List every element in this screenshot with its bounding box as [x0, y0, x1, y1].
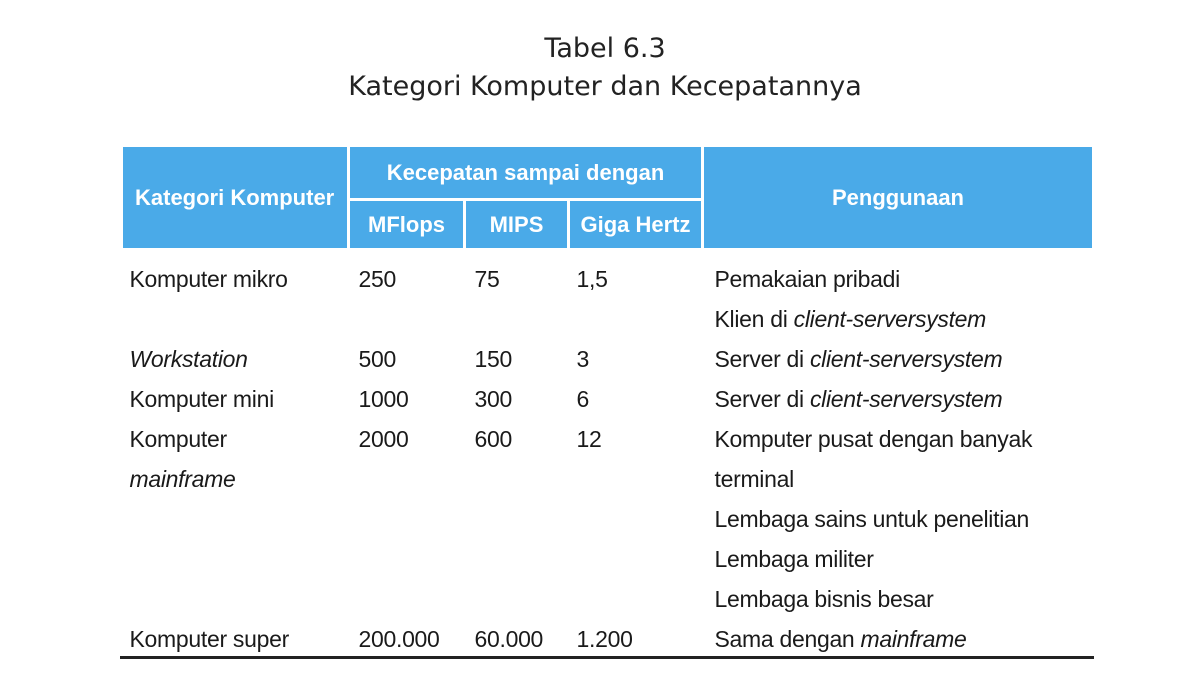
- table-row: Komputer super 200.000 60.000 1.200 Sama…: [122, 619, 1094, 659]
- cell-penggunaan: Pemakaian pribadi Klien di client-server…: [703, 250, 1094, 340]
- cell-penggunaan: Komputer pusat dengan banyak terminal Le…: [703, 419, 1094, 619]
- cell-ghz: 12: [576, 426, 602, 452]
- cell-penggunaan: Server di client-serversystem: [703, 379, 1094, 419]
- cell-mflops: 2000: [358, 426, 409, 452]
- header-mips: MIPS: [463, 198, 570, 251]
- kategori-italic: mainframe: [129, 466, 236, 492]
- cell-ghz: 3: [576, 346, 590, 372]
- cell-mflops: 200.000: [358, 626, 440, 652]
- usage-line: Server di client-serversystem: [715, 339, 1094, 379]
- usage-text: Klien di: [714, 306, 794, 332]
- cell-ghz: 1,5: [576, 266, 608, 292]
- cell-kategori: Komputer mainframe: [122, 419, 349, 619]
- usage-text: Server di: [714, 346, 810, 372]
- header-kecepatan: Kecepatan sampai dengan: [347, 144, 704, 201]
- cell-mips: 60.000: [474, 626, 544, 652]
- table-row: Komputer mikro 250 75 1,5 Pemakaian prib…: [122, 250, 1094, 340]
- computer-category-table: Kategori Komputer Kecepatan sampai denga…: [120, 144, 1095, 659]
- cell-mips: 150: [474, 346, 513, 372]
- usage-italic: client-serversystem: [793, 306, 987, 332]
- usage-line: terminal: [714, 466, 795, 492]
- usage-line: Lembaga militer: [714, 546, 874, 572]
- table-caption: Tabel 6.3 Kategori Komputer dan Kecepata…: [0, 30, 1196, 106]
- cell-ghz: 1.200: [576, 626, 633, 652]
- usage-italic: mainframe: [860, 626, 967, 652]
- usage-line: Pemakaian pribadi: [714, 266, 901, 292]
- cell-ghz: 6: [576, 386, 590, 412]
- cell-mflops: 500: [358, 346, 397, 372]
- cell-kategori: Komputer mikro: [129, 266, 288, 292]
- cell-mips: 75: [474, 266, 500, 292]
- header-kategori: Kategori Komputer: [120, 144, 350, 251]
- header-penggunaan: Penggunaan: [701, 144, 1095, 251]
- table-row: Komputer mainframe 2000 600 12 Komputer …: [122, 419, 1094, 619]
- cell-mflops: 1000: [358, 386, 409, 412]
- usage-text: Server di: [714, 386, 810, 412]
- table-header: Kategori Komputer Kecepatan sampai denga…: [120, 144, 1095, 251]
- table-row: Komputer mini 1000 300 6 Server di clien…: [122, 379, 1094, 419]
- cell-kategori: Workstation: [122, 339, 349, 379]
- usage-line: Sama dengan mainframe: [715, 619, 1094, 659]
- usage-italic: client-serversystem: [809, 346, 1003, 372]
- table-row: Workstation 500 150 3 Server di client-s…: [122, 339, 1094, 379]
- cell-mflops: 250: [358, 266, 397, 292]
- usage-text: Sama dengan: [714, 626, 861, 652]
- header-ghz: Giga Hertz: [567, 198, 704, 251]
- cell-kategori: Komputer super: [129, 626, 290, 652]
- usage-italic: client-serversystem: [809, 386, 1003, 412]
- cell-penggunaan: Server di client-serversystem: [703, 339, 1094, 379]
- usage-line: Server di client-serversystem: [715, 379, 1094, 419]
- kategori-line: Komputer: [129, 426, 228, 452]
- header-mflops: MFlops: [347, 198, 466, 251]
- kategori-italic: Workstation: [129, 346, 248, 372]
- cell-mips: 600: [474, 426, 513, 452]
- usage-line: Klien di client-serversystem: [715, 299, 1094, 339]
- table-number: Tabel 6.3: [544, 33, 666, 64]
- cell-mips: 300: [474, 386, 513, 412]
- table-title: Kategori Komputer dan Kecepatannya: [348, 71, 862, 102]
- cell-kategori: Komputer mini: [129, 386, 275, 412]
- usage-line: Lembaga bisnis besar: [714, 586, 934, 612]
- usage-line: Komputer pusat dengan banyak: [714, 426, 1033, 452]
- table-bottom-rule: [120, 656, 1094, 659]
- usage-line: Lembaga sains untuk penelitian: [714, 506, 1030, 532]
- cell-penggunaan: Sama dengan mainframe: [703, 619, 1094, 659]
